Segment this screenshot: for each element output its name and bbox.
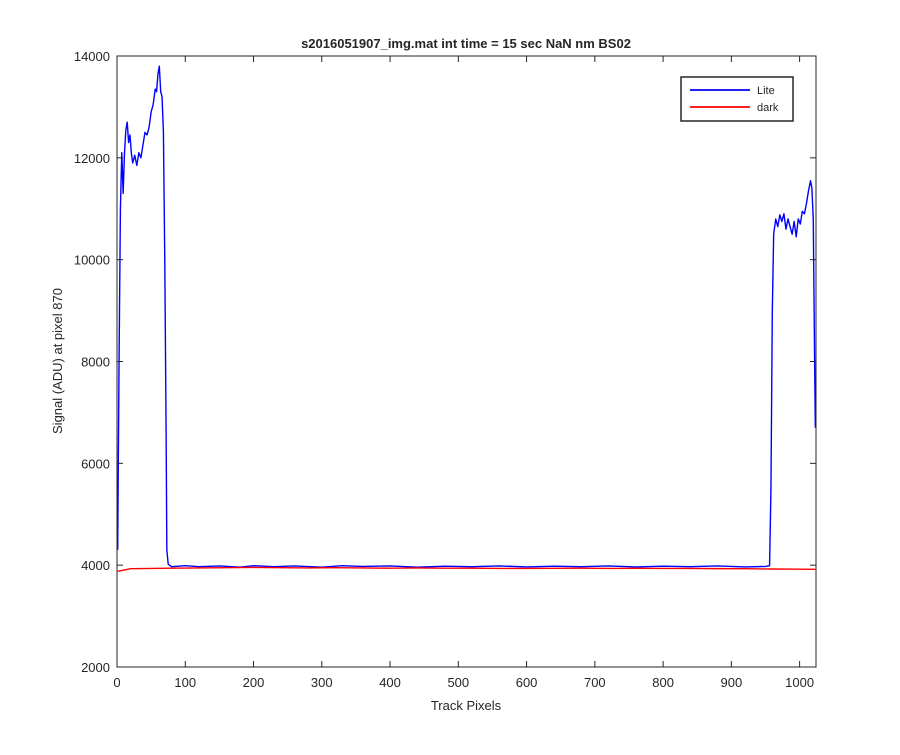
y-tick-label: 8000: [81, 355, 110, 370]
x-tick-label: 700: [584, 675, 606, 690]
x-tick-label: 600: [516, 675, 538, 690]
series-line-lite: [116, 65, 817, 568]
legend-label-lite: Lite: [757, 85, 775, 97]
x-tick-label: 800: [652, 675, 674, 690]
legend-box: [680, 76, 794, 122]
tick-layer: 0 100 200 300 400 500 600 700 800 900 1000 2000 4000…: [74, 49, 816, 690]
x-tick-label: 500: [447, 675, 469, 690]
x-tick-label: 100: [174, 675, 196, 690]
y-tick-label: 4000: [81, 558, 110, 573]
plot-area: [117, 56, 816, 667]
chart-title: s2016051907_img.mat int time = 15 sec Na…: [301, 36, 631, 51]
y-tick-label: 2000: [81, 660, 110, 675]
series-layer: [116, 65, 817, 572]
legend: Lite dark: [680, 76, 794, 122]
y-tick-label: 12000: [74, 151, 110, 166]
x-tick-label: 900: [721, 675, 743, 690]
x-axis-label: Track Pixels: [431, 698, 502, 713]
x-tick-label: 0: [113, 675, 120, 690]
x-tick-label: 400: [379, 675, 401, 690]
y-axis-label: Signal (ADU) at pixel 870: [50, 288, 65, 434]
series-line-dark: [117, 566, 816, 572]
y-tick-label: 14000: [74, 49, 110, 64]
x-tick-label: 300: [311, 675, 333, 690]
y-tick-label: 10000: [74, 253, 110, 268]
x-tick-label: 200: [243, 675, 265, 690]
y-tick-label: 6000: [81, 456, 110, 471]
x-tick-label: 1000: [785, 675, 814, 690]
legend-label-dark: dark: [757, 102, 779, 114]
